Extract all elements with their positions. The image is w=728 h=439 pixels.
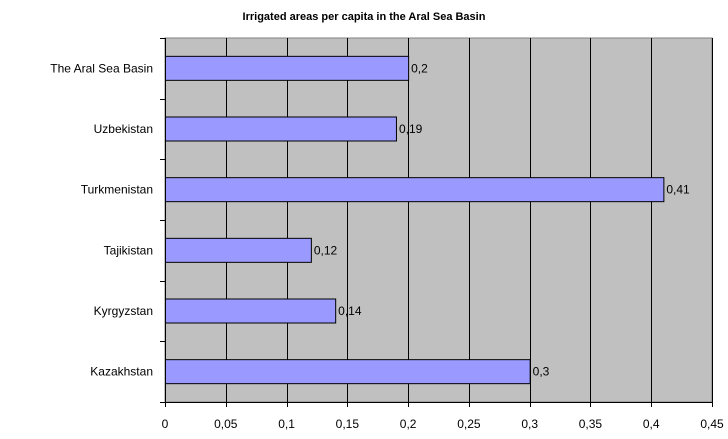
data-label: 0,14 [338,304,362,318]
x-tick-label: 0,3 [521,417,538,431]
x-tick-label: 0 [162,417,169,431]
bar [165,116,397,142]
category-label: Kyrgyzstan [94,304,153,318]
bar [165,237,312,263]
x-tick-label: 0,05 [214,417,238,431]
category-label: The Aral Sea Basin [50,61,153,75]
x-tick-label: 0,25 [457,417,481,431]
data-label: 0,2 [411,61,428,75]
data-label: 0,12 [314,243,338,257]
plot-area [164,37,713,403]
data-label: 0,41 [666,183,690,197]
x-tick-label: 0,2 [400,417,417,431]
x-tick-label: 0,15 [336,417,360,431]
x-tick-label: 0,1 [278,417,295,431]
bar [165,359,531,385]
bar [165,55,410,81]
data-label: 0,19 [399,122,423,136]
category-label: Uzbekistan [94,122,153,136]
x-tick-label: 0,35 [579,417,603,431]
category-label: Turkmenistan [81,183,153,197]
bar [165,298,337,324]
x-tick-label: 0,4 [643,417,660,431]
chart-title: Irrigated areas per capita in the Aral S… [242,11,486,23]
x-tick-label: 0,45 [700,417,724,431]
category-label: Kazakhstan [90,365,153,379]
bar [165,177,665,203]
category-label: Tajikistan [104,243,153,257]
data-label: 0,3 [533,365,550,379]
